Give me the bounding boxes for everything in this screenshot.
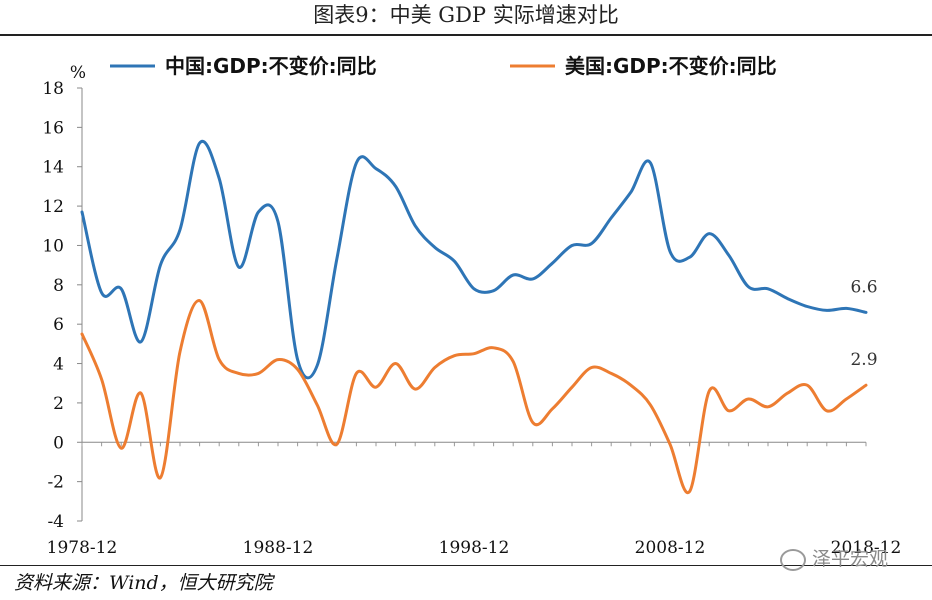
figure-title: 图表9：中美 GDP 实际增速对比 <box>313 3 619 27</box>
wechat-icon <box>780 548 806 571</box>
y-tick-label: 16 <box>42 118 64 138</box>
y-tick-label: -2 <box>47 473 64 493</box>
y-tick-label: 2 <box>53 394 64 414</box>
y-tick-label: 14 <box>42 158 64 178</box>
x-tick-label: 2018-12 <box>831 538 902 558</box>
title-rule <box>0 34 932 36</box>
axes: -4 -2 0 2 4 6 8 10 12 14 16 18% 1978-12 1988-12 1998-1… <box>42 63 901 558</box>
y-tick-label: 8 <box>53 276 64 296</box>
series-layer <box>80 139 868 495</box>
watermark-text: 泽平宏观 <box>812 548 889 570</box>
legend: 中国:GDP:不变价:同比 美国:GDP:不变价:同比 <box>110 54 777 78</box>
watermark: 泽平宏观 <box>780 544 888 571</box>
legend-label-usa: 美国:GDP:不变价:同比 <box>565 54 777 78</box>
x-tick-label: 1978-12 <box>47 538 118 558</box>
x-tick-label: 1998-12 <box>439 538 510 558</box>
y-tick-label: -4 <box>47 512 64 532</box>
series-line-china <box>80 139 868 380</box>
source-note: 资料来源：Wind，恒大研究院 <box>14 572 273 594</box>
x-tick-label: 2008-12 <box>635 538 706 558</box>
y-tick-label: 12 <box>42 197 64 217</box>
end-value-label-usa: 2.9 <box>850 350 877 370</box>
line-chart: -4 -2 0 2 4 6 8 10 12 14 16 18% 1978-12 1988-12 1998-1… <box>42 54 901 558</box>
y-tick-label: 18 <box>42 79 64 99</box>
bottom-rule <box>0 565 932 566</box>
y-tick-label: 4 <box>53 355 64 375</box>
end-value-label-china: 6.6 <box>850 277 877 297</box>
y-tick-label: 0 <box>53 433 64 453</box>
y-axis-unit: % <box>70 63 86 83</box>
legend-label-china: 中国:GDP:不变价:同比 <box>165 54 377 78</box>
y-tick-label: 10 <box>42 236 64 256</box>
x-tick-label: 1988-12 <box>243 538 314 558</box>
series-line-usa <box>80 299 868 495</box>
y-tick-label: 6 <box>53 315 64 335</box>
labels-layer: 6.6 2.9 <box>850 277 877 370</box>
